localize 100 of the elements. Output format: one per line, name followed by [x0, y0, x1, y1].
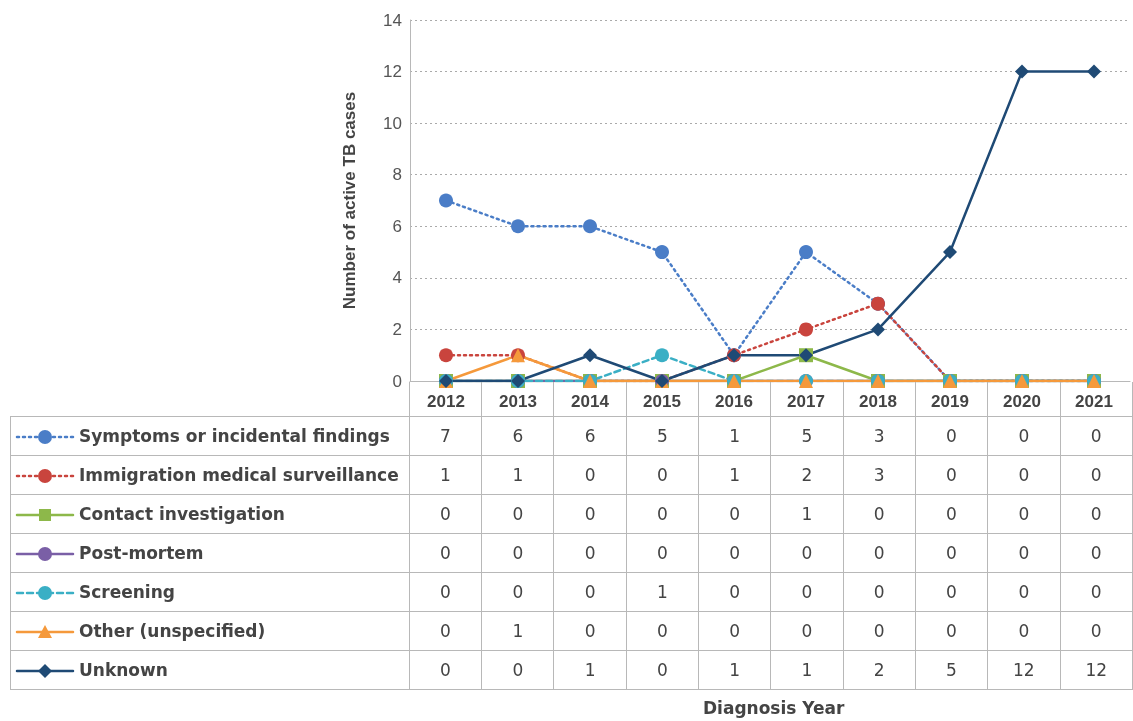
data-label: 0	[626, 533, 699, 573]
data-label: 6	[553, 416, 627, 456]
data-label: 5	[915, 650, 988, 690]
data-label: 0	[987, 416, 1061, 456]
legend-label: Contact investigation	[79, 503, 285, 524]
point	[871, 322, 885, 337]
data-label: 0	[698, 494, 771, 534]
data-label: 2	[843, 650, 916, 690]
data-label: 0	[553, 455, 627, 495]
x-tick-label: 2021	[1075, 392, 1113, 411]
data-label: 0	[1060, 611, 1133, 651]
data-label: 0	[915, 494, 988, 534]
point	[439, 348, 453, 363]
data-label: 0	[915, 611, 988, 651]
data-label: 0	[770, 572, 844, 612]
data-label: 1	[770, 650, 844, 690]
data-label: 0	[1060, 572, 1133, 612]
data-label: 0	[553, 533, 627, 573]
data-label: 1	[698, 650, 771, 690]
data-label: 0	[626, 611, 699, 651]
x-tick-label: 2014	[571, 392, 610, 411]
data-label: 0	[698, 611, 771, 651]
x-tick-label: 2015	[643, 392, 681, 411]
data-label: 12	[1060, 650, 1133, 690]
data-label: 3	[843, 455, 916, 495]
point	[583, 348, 597, 363]
point	[943, 245, 957, 260]
data-label: 5	[626, 416, 699, 456]
point	[655, 245, 669, 260]
legend-label: Immigration medical surveillance	[79, 464, 399, 485]
data-label: 0	[481, 572, 554, 612]
data-label: 0	[987, 494, 1061, 534]
data-label: 0	[1060, 455, 1133, 495]
data-label: 0	[843, 611, 916, 651]
data-label: 2	[770, 455, 844, 495]
legend-label: Post-mortem	[79, 542, 204, 563]
data-label: 5	[770, 416, 844, 456]
y-tick-label: 10	[383, 113, 402, 133]
data-label: 0	[987, 455, 1061, 495]
data-label: 0	[1060, 416, 1133, 456]
data-label: 0	[843, 572, 916, 612]
data-label: 1	[481, 455, 554, 495]
y-tick-label: 14	[383, 10, 402, 30]
data-label: 1	[698, 416, 771, 456]
data-label: 0	[843, 494, 916, 534]
x-tick-label: 2020	[1003, 392, 1041, 411]
data-label: 0	[915, 533, 988, 573]
data-label: 12	[987, 650, 1061, 690]
data-label: 0	[915, 572, 988, 612]
point	[1087, 64, 1101, 79]
data-label: 0	[553, 611, 627, 651]
data-label: 1	[481, 611, 554, 651]
x-tick-label: 2013	[499, 392, 537, 411]
x-tick-label: 2016	[715, 392, 753, 411]
data-label: 0	[698, 572, 771, 612]
data-label: 0	[987, 572, 1061, 612]
x-tick-label: 2019	[931, 392, 969, 411]
data-label: 0	[770, 611, 844, 651]
y-tick-label: 0	[392, 371, 402, 391]
data-label: 0	[481, 650, 554, 690]
legend-label: Other (unspecified)	[79, 620, 266, 641]
data-label: 1	[770, 494, 844, 534]
data-label: 0	[698, 533, 771, 573]
data-label: 0	[770, 533, 844, 573]
data-label: 3	[843, 416, 916, 456]
point	[1015, 64, 1029, 79]
legend-label: Screening	[79, 581, 175, 602]
data-label: 0	[1060, 494, 1133, 534]
legend-label: Symptoms or incidental findings	[79, 425, 390, 446]
data-label: 0	[626, 650, 699, 690]
data-label: 0	[915, 455, 988, 495]
y-tick-label: 6	[392, 216, 402, 236]
data-label: 0	[553, 572, 627, 612]
data-label: 0	[481, 494, 554, 534]
data-label: 0	[843, 533, 916, 573]
data-label: 0	[481, 533, 554, 573]
text: Diagnosis Year	[703, 697, 846, 718]
legend-label: Unknown	[79, 659, 168, 680]
data-label: 0	[915, 416, 988, 456]
data-label: 0	[1060, 533, 1133, 573]
point	[799, 245, 813, 260]
point	[655, 348, 669, 363]
point	[511, 219, 525, 234]
data-label: 0	[987, 533, 1061, 573]
data-label: 0	[626, 455, 699, 495]
x-tick-label: 2018	[859, 392, 897, 411]
point	[439, 193, 453, 208]
point	[583, 219, 597, 234]
point	[799, 322, 813, 337]
data-label: 0	[987, 611, 1061, 651]
data-label: 1	[698, 455, 771, 495]
x-tick-label: 2012	[427, 392, 465, 411]
data-label: 6	[481, 416, 554, 456]
data-label: 1	[626, 572, 699, 612]
data-label: 1	[409, 455, 482, 495]
data-label: 1	[553, 650, 627, 690]
x-tick-label: 2017	[787, 392, 825, 411]
y-tick-label: 8	[392, 165, 402, 185]
data-label: 0	[626, 494, 699, 534]
y-tick-label: 12	[383, 62, 402, 82]
